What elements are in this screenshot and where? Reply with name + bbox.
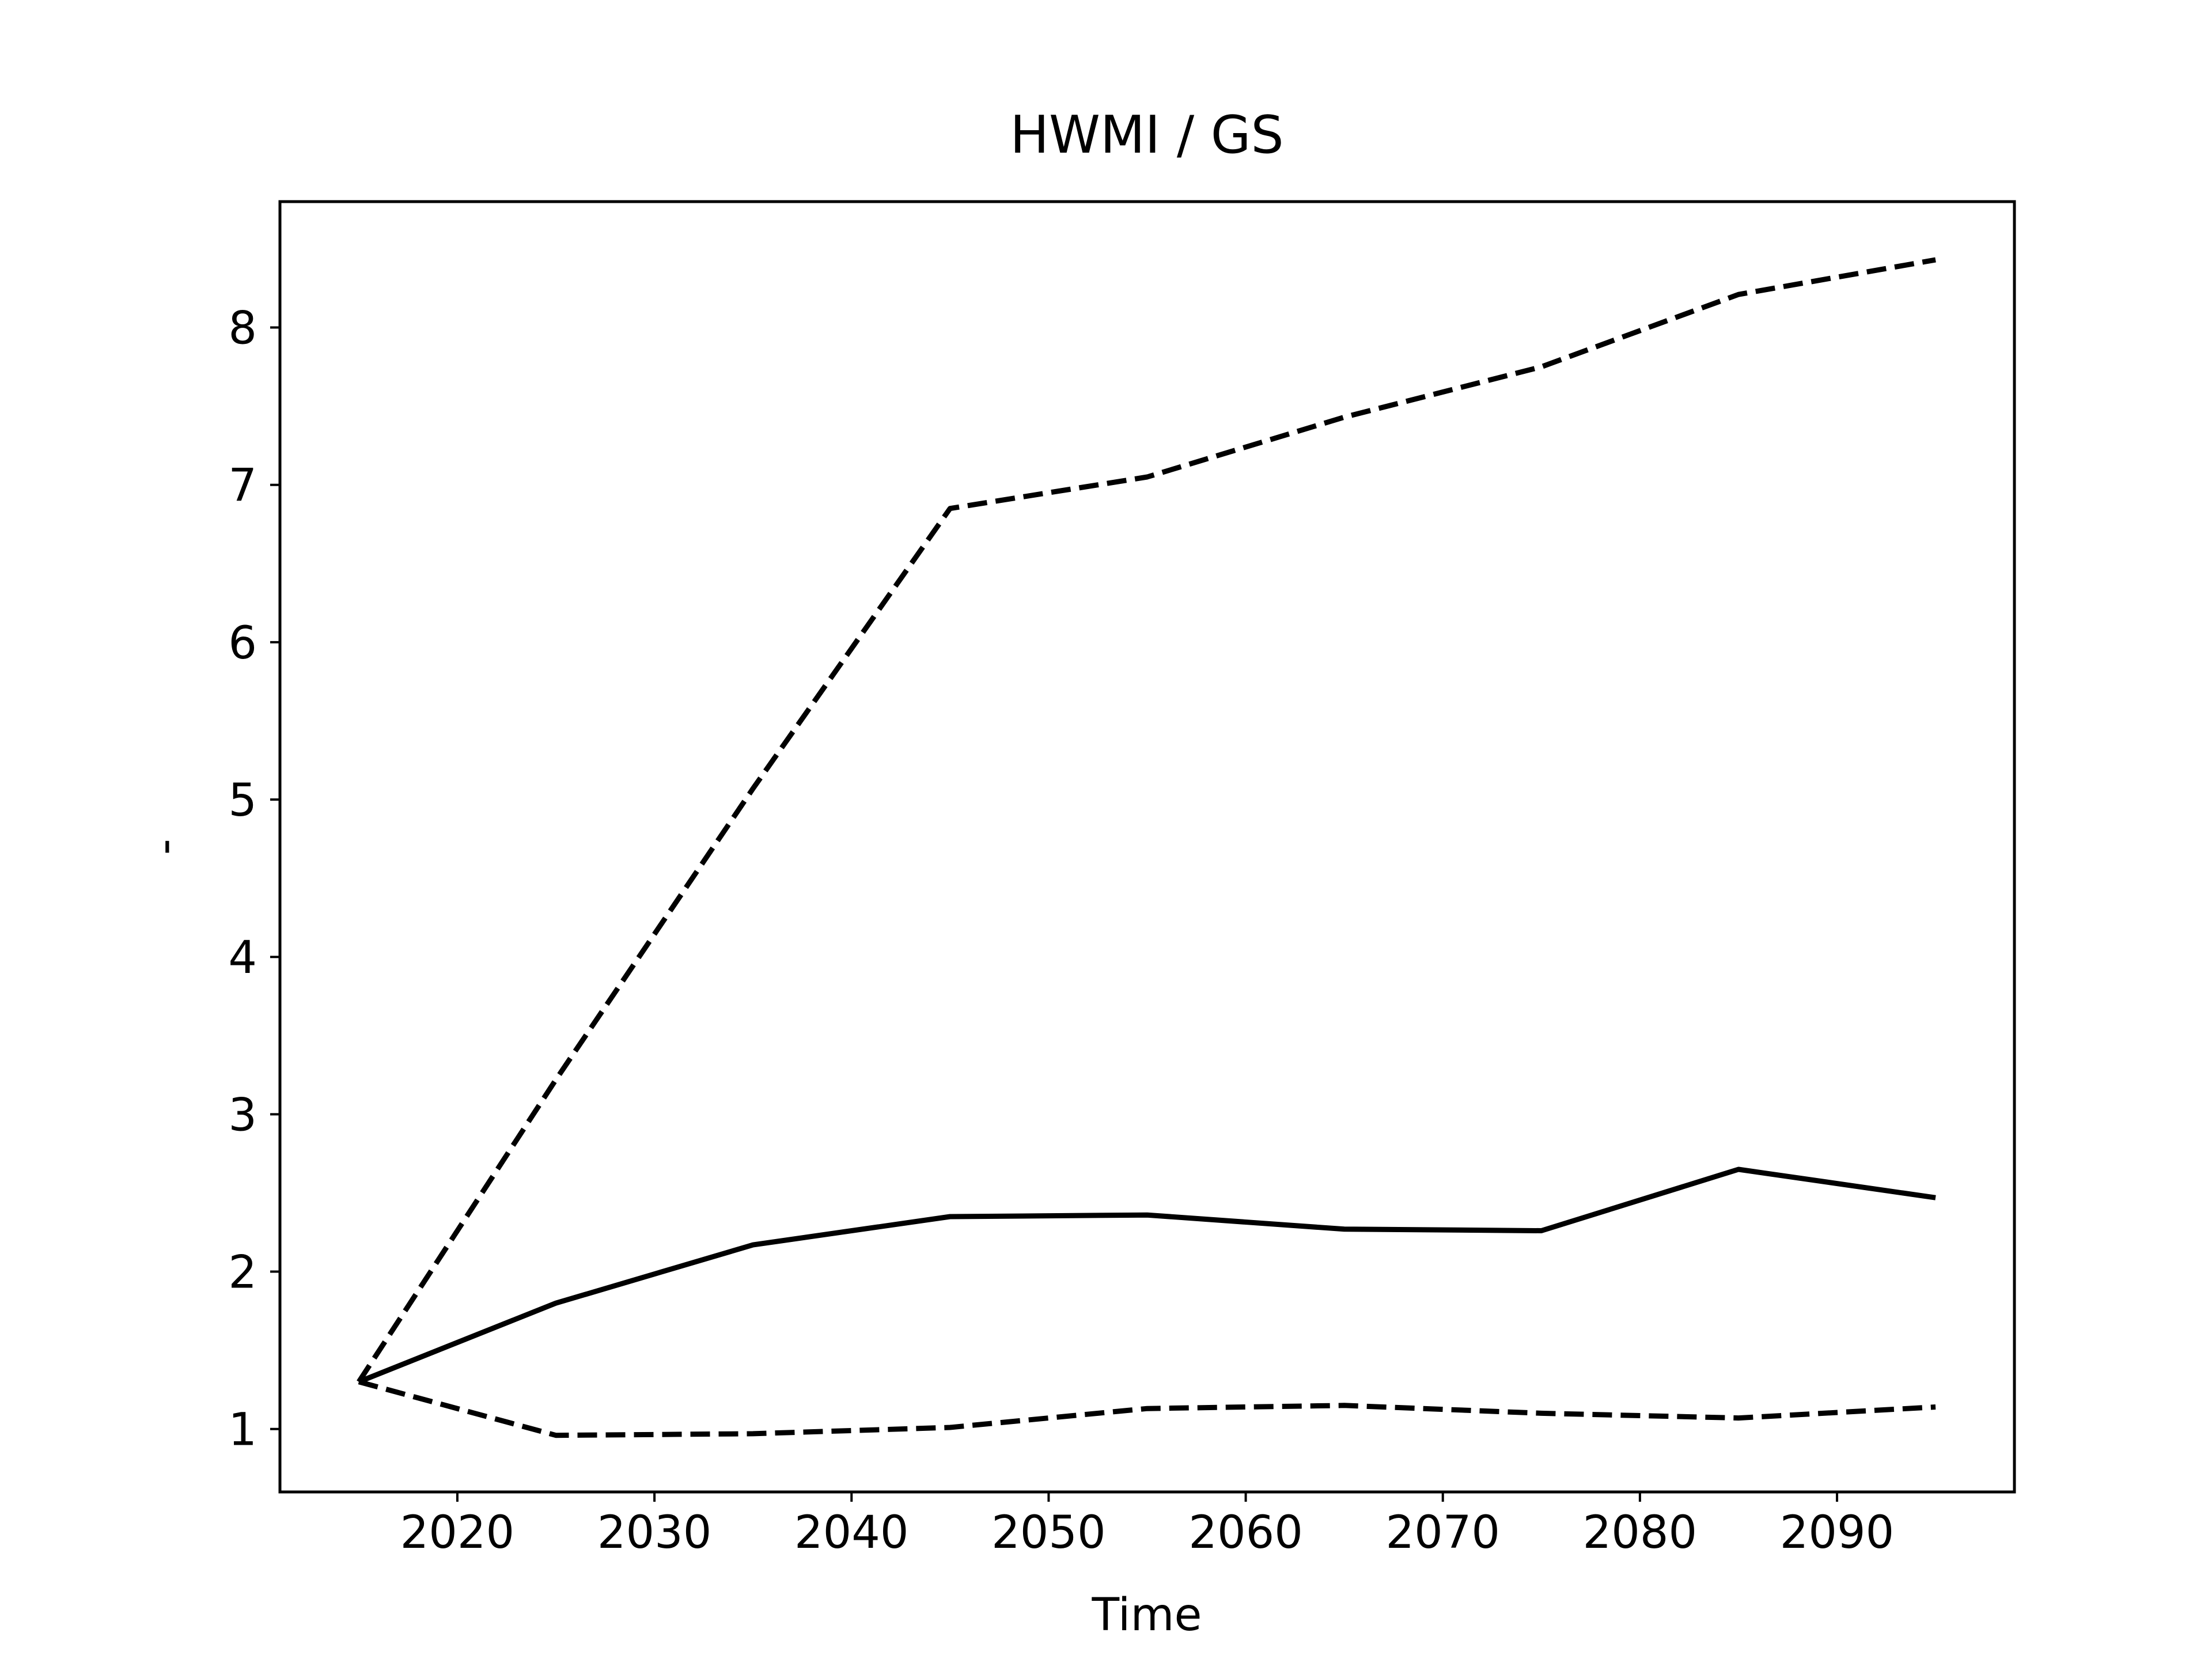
y-tick-label: 3	[228, 1089, 257, 1141]
y-tick-label: 4	[228, 932, 257, 984]
plot-frame	[278, 200, 2016, 1494]
x-tick-label: 2090	[1780, 1507, 1895, 1559]
y-tick-label: 7	[228, 460, 257, 512]
x-tick-label: 2070	[1385, 1507, 1500, 1559]
y-tick-label: 6	[228, 618, 257, 669]
x-tick-label: 2060	[1188, 1507, 1303, 1559]
y-tick-label: 8	[228, 303, 257, 355]
x-axis-ticks: 2020 2030 2040 2050 2060 2070 2080 2090	[400, 1492, 1895, 1559]
x-tick-label: 2040	[794, 1507, 909, 1559]
x-tick-label: 2030	[597, 1507, 712, 1559]
series-layer	[357, 257, 1936, 1438]
y-tick-label: 1	[228, 1404, 257, 1456]
series-line-dashed-upper	[357, 257, 1936, 1384]
series-line-dashed-lower	[358, 1379, 1936, 1438]
y-tick-label: 5	[228, 775, 257, 827]
y-tick-label: 2	[228, 1247, 257, 1299]
y-axis-label: -	[139, 839, 191, 855]
x-tick-label: 2020	[400, 1507, 515, 1559]
y-axis-ticks: 1 2 3 4 5 6 7 8	[228, 303, 280, 1456]
x-tick-label: 2080	[1583, 1507, 1698, 1559]
chart-title: HWMI / GS	[1010, 105, 1283, 165]
series-line-solid	[358, 1166, 1936, 1384]
x-tick-label: 2050	[991, 1507, 1106, 1559]
x-axis-label: Time	[1092, 1589, 1202, 1641]
